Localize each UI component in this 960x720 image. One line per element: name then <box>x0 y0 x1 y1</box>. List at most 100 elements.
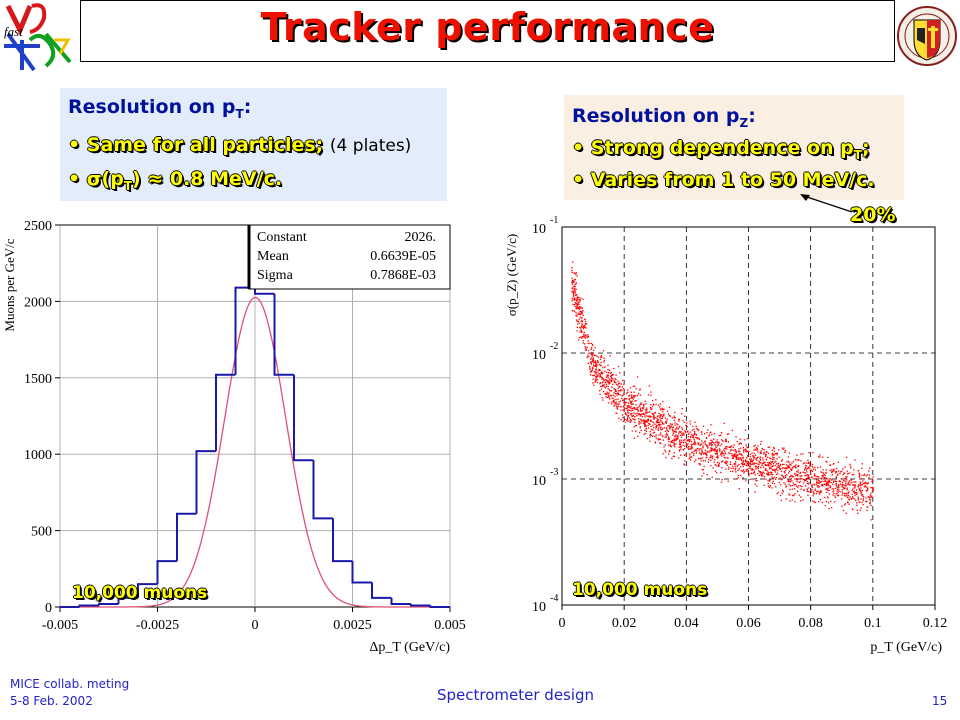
scatter-point <box>726 457 728 459</box>
scatter-point <box>835 477 838 479</box>
scatter-point <box>595 380 597 382</box>
scatter-point <box>610 395 612 397</box>
scatter-point <box>726 446 728 448</box>
scatter-point <box>585 323 587 325</box>
scatter-point <box>690 434 693 436</box>
scatter-point <box>618 382 621 384</box>
scatter-point <box>732 446 734 448</box>
scatter-point <box>746 438 748 440</box>
scatter-point <box>753 445 755 447</box>
scatter-point <box>715 450 718 452</box>
scatter-point <box>706 437 708 439</box>
scatter-point <box>759 471 761 473</box>
scatter-point <box>676 426 678 428</box>
scatter-point <box>742 447 744 449</box>
scatter-point <box>589 361 592 363</box>
scatter-point <box>740 447 742 449</box>
scatter-point <box>753 472 755 474</box>
scatter-point <box>795 474 797 477</box>
scatter-point <box>571 300 573 302</box>
scatter-point <box>748 462 750 465</box>
scatter-point <box>867 489 869 491</box>
scatter-point <box>650 406 652 409</box>
scatter-point <box>758 463 760 465</box>
scatter-point <box>823 473 825 476</box>
scatter-point <box>864 485 866 487</box>
scatter-point <box>805 464 807 467</box>
scatter-point <box>850 482 852 484</box>
scatter-point <box>575 314 577 317</box>
scatter-point <box>599 358 602 361</box>
scatter-point <box>680 454 682 456</box>
scatter-point <box>772 469 774 471</box>
scatter-point <box>654 442 656 444</box>
scatter-point <box>639 426 641 428</box>
scatter-point <box>714 444 716 446</box>
scatter-point <box>577 303 579 305</box>
scatter-point <box>666 418 668 420</box>
scatter-point <box>698 438 701 440</box>
scatter-point <box>679 441 681 443</box>
scatter-point <box>833 488 835 490</box>
scatter-point <box>742 460 744 463</box>
scatter-point <box>580 306 582 308</box>
scatter-point <box>691 436 694 438</box>
scatter-point <box>695 425 697 427</box>
scatter-point <box>674 430 676 433</box>
scatter-point <box>681 408 683 410</box>
scatter-point <box>633 391 635 393</box>
scatter-point <box>816 485 818 487</box>
scatter-point <box>729 450 731 452</box>
scatter-point <box>806 489 808 491</box>
scatter-point <box>627 402 630 404</box>
scatter-point <box>804 475 806 477</box>
scatter-point <box>781 447 783 449</box>
scatter-y-tick-exponent: -4 <box>550 593 558 604</box>
scatter-point <box>587 352 589 355</box>
scatter-point <box>741 470 744 472</box>
scatter-point <box>822 476 824 478</box>
scatter-point <box>631 397 634 399</box>
scatter-point <box>576 296 579 298</box>
scatter-point <box>616 392 618 395</box>
scatter-point <box>748 475 750 477</box>
scatter-point <box>861 463 863 465</box>
scatter-point <box>746 446 748 448</box>
scatter-point <box>811 463 814 466</box>
scatter-point <box>844 495 846 497</box>
scatter-point <box>756 449 759 451</box>
scatter-point <box>640 414 642 416</box>
scatter-point <box>768 486 771 488</box>
scatter-point <box>615 382 617 384</box>
scatter-point <box>667 413 670 415</box>
scatter-point <box>789 476 791 478</box>
scatter-point <box>808 477 810 479</box>
scatter-point <box>585 347 587 350</box>
scatter-point <box>724 438 727 440</box>
scatter-point <box>842 492 844 494</box>
scatter-point <box>796 479 798 481</box>
scatter-point <box>640 410 642 412</box>
scatter-point <box>721 467 723 469</box>
scatter-point <box>742 465 744 468</box>
scatter-point <box>701 475 703 477</box>
scatter-point <box>861 489 863 492</box>
scatter-point <box>835 471 838 473</box>
scatter-point <box>673 444 675 447</box>
scatter-point <box>727 468 730 470</box>
scatter-point <box>824 496 826 499</box>
scatter-point <box>573 285 576 288</box>
scatter-point <box>613 401 615 403</box>
scatter-point <box>846 487 848 489</box>
scatter-point <box>639 394 641 396</box>
scatter-point <box>745 448 747 450</box>
scatter-point <box>806 480 808 483</box>
right-muons-label: 10,000 muons <box>572 580 708 600</box>
scatter-point <box>837 473 839 475</box>
scatter-point <box>606 371 608 373</box>
scatter-point <box>716 452 718 454</box>
scatter-point <box>784 467 786 469</box>
scatter-point <box>788 481 790 483</box>
scatter-point <box>628 412 630 414</box>
scatter-point <box>727 433 730 435</box>
